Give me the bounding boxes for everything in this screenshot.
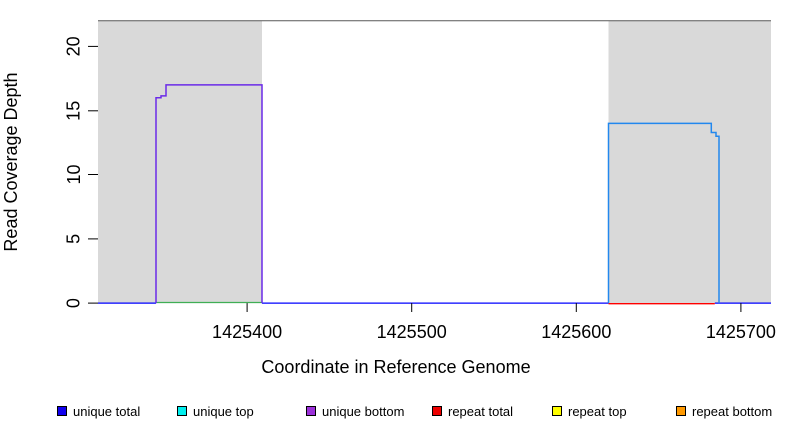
svg-text:5: 5	[64, 234, 84, 244]
svg-text:20: 20	[64, 36, 84, 56]
svg-text:10: 10	[64, 164, 84, 184]
svg-text:0: 0	[64, 298, 84, 308]
svg-text:15: 15	[64, 101, 84, 121]
